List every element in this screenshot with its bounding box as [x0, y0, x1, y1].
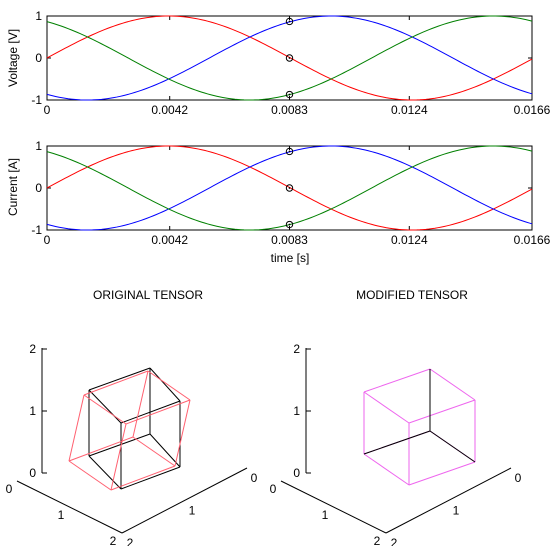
plot-1-xtick-label: 0.0124: [391, 233, 428, 247]
panel-3-ytick-label: 0: [515, 471, 522, 485]
modified-magenta-cube-edge: [363, 453, 410, 486]
panel-2-ytick-label: 1: [189, 504, 196, 518]
panel-2-ytick-label: 2: [127, 536, 134, 546]
current-plot: Current [A] time [s] 0 0.0042 0.0083 0.0124…: [6, 139, 551, 265]
original-skewed-cube-edge: [68, 394, 85, 462]
panel-2-x-axis: [16, 480, 123, 534]
panel-3-x-axis: [280, 480, 387, 534]
original-reference-cube-edge: [88, 433, 151, 457]
plot-0-marker-dot: [288, 57, 291, 59]
panel-2-ytick-label: 0: [251, 471, 258, 485]
modified-reference-cube-edge: [429, 430, 476, 463]
original-tensor-title: ORIGINAL TENSOR: [93, 288, 203, 302]
panel-3-ytick-label: 2: [391, 536, 398, 546]
panel-3-xtick-label: 1: [322, 508, 329, 522]
plot-1-marker-dot: [288, 187, 291, 189]
plot-1-ytick-label: 0: [35, 181, 42, 195]
original-reference-cube-edge: [149, 433, 181, 468]
original-skewed-cube-edge: [83, 370, 149, 396]
original-skewed-cube-edge: [132, 436, 176, 467]
modified-reference-cube-edge: [363, 430, 431, 455]
plot-0-ytick-label: 1: [35, 9, 42, 23]
plot-0-marker-dot: [288, 20, 291, 23]
panel-3-ytick-label: 1: [453, 504, 460, 518]
panel-3-xtick-label: 0: [270, 482, 277, 496]
panel-3-ztick-label: 2: [293, 342, 300, 356]
modified-magenta-cube-edge: [408, 399, 476, 424]
plot-0-marker: [285, 90, 294, 99]
panel-3-ztick-label: 0: [293, 466, 300, 480]
original-reference-cube-edge: [88, 367, 151, 391]
current-ylabel: Current [A]: [6, 158, 20, 216]
panel-3-xtick-label: 2: [374, 534, 381, 546]
modified-magenta-cube-edge: [363, 391, 410, 424]
modified-tensor-title: MODIFIED TENSOR: [356, 288, 468, 302]
plot-1-marker: [285, 184, 294, 192]
original-reference-cube-edge: [88, 389, 122, 424]
original-skewed-cube-edge: [174, 399, 191, 467]
original-skewed-cube-edge: [147, 370, 191, 401]
plot-0-xtick-label: 0.0042: [151, 103, 188, 117]
panel-2-ztick-label: 0: [29, 466, 36, 480]
plot-1-xtick-label: 0.0166: [514, 233, 551, 247]
voltage-plot: Voltage [V] 0 0.0042 0.0083 0.0124 0.0166-10…: [6, 9, 551, 117]
panel-2-xtick-label: 2: [110, 534, 117, 546]
original-skewed-cube-edge: [68, 460, 112, 491]
plot-1-marker-dot: [288, 150, 291, 153]
original-skewed-cube-edge: [68, 436, 134, 462]
plot-1-marker-dot: [288, 223, 291, 226]
panel-2-ztick-label: 2: [29, 342, 36, 356]
modified-magenta-cube-edge: [408, 461, 476, 486]
original-skewed-cube-edge: [132, 370, 149, 438]
voltage-ylabel: Voltage [V]: [6, 29, 20, 87]
plot-0-marker: [285, 17, 294, 26]
plot-1-ytick-label: -1: [31, 223, 42, 237]
panel-3-ztick-label: 1: [293, 404, 300, 418]
plot-1-xtick-label: 0.0042: [151, 233, 188, 247]
original-reference-cube-edge: [120, 466, 181, 490]
plot-0-marker-dot: [288, 93, 291, 96]
plot-1-xtick-label: 0.0083: [271, 233, 308, 247]
panel-2-ztick-label: 1: [29, 404, 36, 418]
original-skewed-cube-edge: [110, 423, 127, 491]
plot-1-xtick-label: 0: [44, 233, 51, 247]
plot-0-ytick-label: 0: [35, 51, 42, 65]
plot-1-ytick-label: 1: [35, 139, 42, 153]
original-skewed-cube-edge: [83, 394, 127, 425]
plot-0-xtick-label: 0.0124: [391, 103, 428, 117]
original-reference-cube-edge: [88, 455, 122, 490]
time-xlabel: time [s]: [271, 251, 310, 265]
modified-magenta-cube-edge: [363, 368, 431, 393]
plot-0-xtick-label: 0.0083: [271, 103, 308, 117]
panel-3-y-axis: [385, 467, 512, 534]
modified-magenta-cube-edge: [429, 368, 476, 401]
plot-1-marker: [285, 220, 294, 229]
plot-0-marker: [285, 54, 294, 62]
panel-2-xtick-label: 1: [58, 508, 65, 522]
plot-0-xtick-label: 0.0166: [514, 103, 551, 117]
original-skewed-cube-edge: [110, 465, 176, 491]
plot-0-xtick-label: 0: [44, 103, 51, 117]
original-reference-cube-edge: [149, 367, 181, 402]
plot-1-marker: [285, 147, 294, 156]
plot-0-ytick-label: -1: [31, 93, 42, 107]
panel-2-y-axis: [121, 467, 248, 534]
panel-2-xtick-label: 0: [6, 482, 13, 496]
